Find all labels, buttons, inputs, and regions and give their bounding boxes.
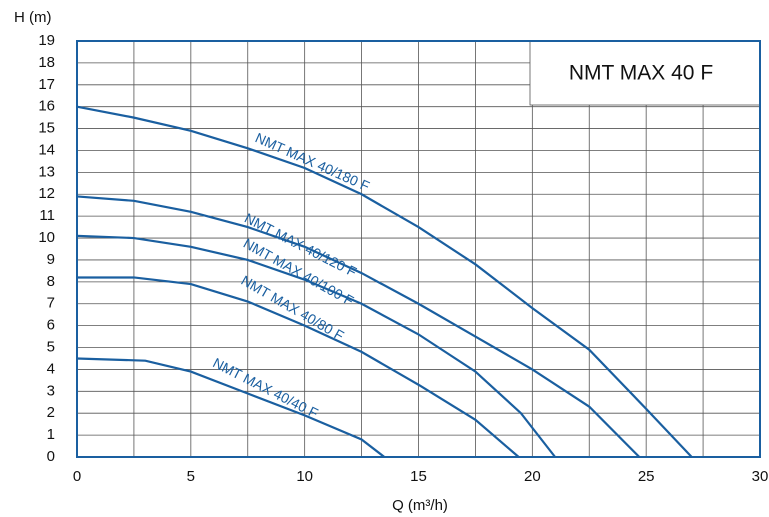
y-tick-label: 2 (47, 404, 55, 421)
y-tick-label: 9 (47, 251, 55, 268)
y-axis-label: H (m) (14, 9, 52, 26)
y-tick-label: 13 (38, 163, 55, 180)
chart-title: NMT MAX 40 F (569, 62, 713, 85)
pump-curve (77, 276, 520, 458)
y-tick-label: 6 (47, 317, 55, 334)
x-tick-label: 25 (638, 468, 655, 485)
y-tick-label: 5 (47, 338, 55, 355)
pump-curve (76, 357, 386, 458)
x-tick-label: 10 (296, 468, 313, 485)
y-tick-label: 0 (47, 448, 55, 465)
y-tick-label: 18 (38, 54, 55, 71)
curve-label: NMT MAX 40/40 F (210, 354, 320, 421)
y-tick-label: 3 (47, 382, 55, 399)
y-tick-label: 11 (39, 207, 55, 224)
y-tick-label: 14 (38, 141, 55, 158)
y-tick-label: 1 (47, 426, 55, 443)
x-tick-label: 5 (187, 468, 195, 485)
y-tick-label: 15 (38, 120, 55, 137)
y-tick-label: 16 (38, 98, 55, 115)
x-tick-label: 0 (73, 468, 81, 485)
y-tick-label: 17 (38, 76, 55, 93)
title-box (529, 40, 761, 106)
pump-curve (76, 195, 641, 458)
x-tick-label: 20 (524, 468, 541, 485)
x-tick-label: 30 (752, 468, 769, 485)
y-tick-label: 4 (47, 360, 55, 377)
y-tick-label: 8 (47, 273, 55, 290)
y-tick-label: 10 (38, 229, 55, 246)
y-tick-label: 12 (38, 185, 55, 202)
curve-label: NMT MAX 40/180 F (253, 129, 372, 194)
x-tick-label: 15 (410, 468, 427, 485)
pump-curve (76, 234, 556, 458)
plot-frame (76, 40, 761, 458)
y-tick-label: 19 (38, 32, 55, 49)
x-axis-label: Q (m³/h) (392, 497, 448, 514)
pump-curve (76, 105, 693, 458)
y-tick-label: 7 (47, 295, 55, 312)
